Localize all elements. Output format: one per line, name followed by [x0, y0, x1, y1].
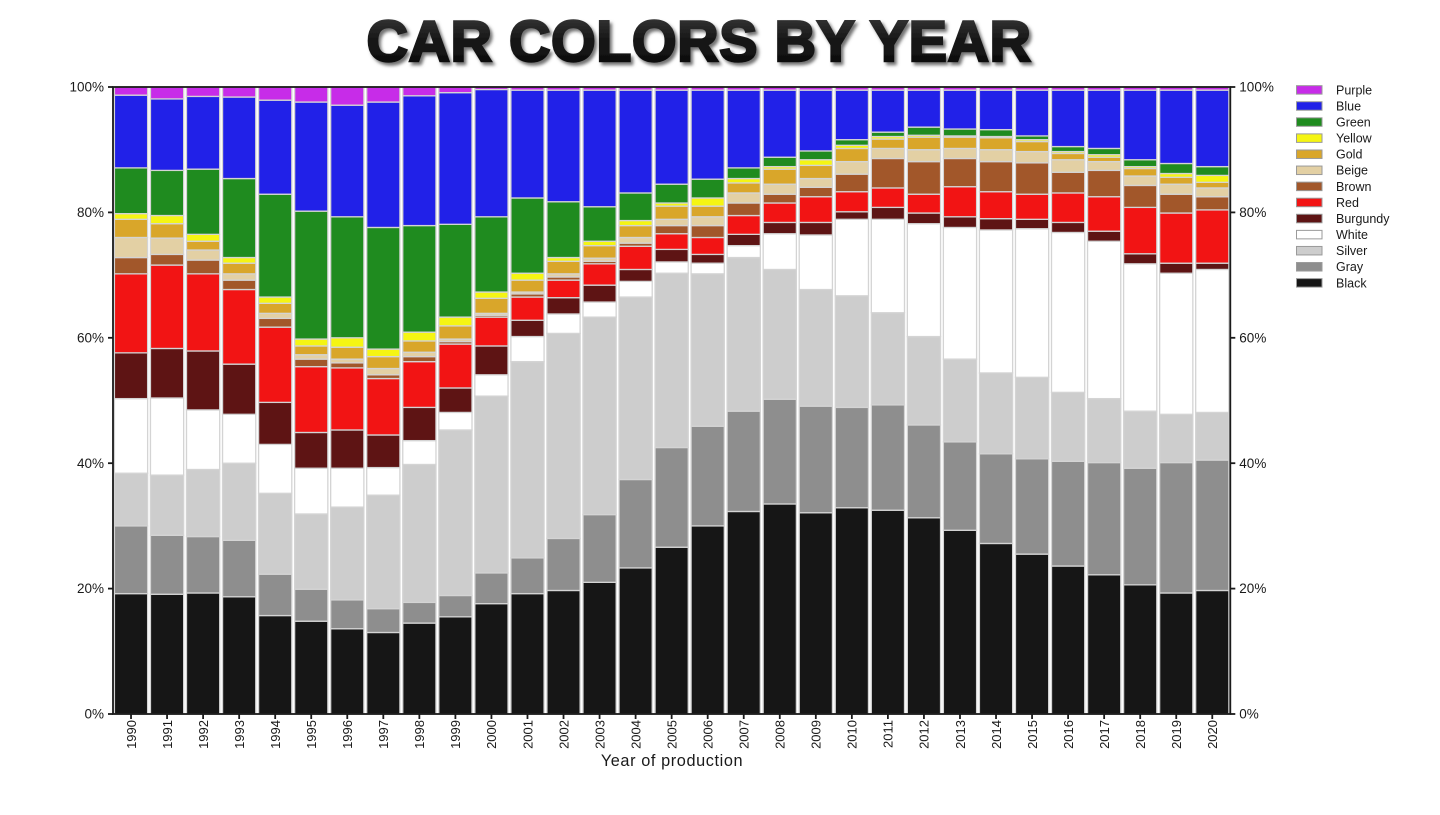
svg-text:2001: 2001 [520, 720, 535, 749]
svg-text:2005: 2005 [664, 720, 679, 749]
svg-text:Black: Black [1336, 276, 1367, 290]
svg-text:2006: 2006 [700, 720, 715, 749]
svg-text:1999: 1999 [448, 720, 463, 749]
svg-text:2017: 2017 [1097, 720, 1112, 749]
svg-text:2018: 2018 [1133, 720, 1148, 749]
svg-text:Yellow: Yellow [1336, 132, 1373, 146]
svg-text:1992: 1992 [196, 720, 211, 749]
svg-text:2003: 2003 [592, 720, 607, 749]
svg-text:2009: 2009 [809, 720, 824, 749]
svg-text:2004: 2004 [628, 720, 643, 749]
svg-text:White: White [1336, 228, 1368, 242]
svg-text:2011: 2011 [881, 720, 896, 748]
svg-text:Year of production: Year of production [601, 752, 743, 770]
svg-text:80%: 80% [1239, 205, 1266, 220]
svg-text:80%: 80% [77, 205, 104, 220]
svg-text:2013: 2013 [953, 720, 968, 749]
svg-text:Purple: Purple [1336, 83, 1372, 97]
svg-text:1996: 1996 [340, 720, 355, 749]
svg-text:2007: 2007 [737, 720, 752, 749]
svg-text:1995: 1995 [304, 720, 319, 749]
svg-text:2014: 2014 [989, 720, 1004, 749]
svg-text:2016: 2016 [1061, 720, 1076, 749]
svg-text:40%: 40% [77, 456, 104, 471]
svg-text:2012: 2012 [917, 720, 932, 749]
svg-text:CAR COLORS BY YEAR: CAR COLORS BY YEAR [366, 10, 1031, 74]
svg-text:Red: Red [1336, 196, 1359, 210]
svg-text:0%: 0% [1239, 707, 1259, 722]
svg-text:2015: 2015 [1025, 720, 1040, 749]
svg-text:60%: 60% [1239, 330, 1266, 345]
svg-text:40%: 40% [1239, 456, 1266, 471]
svg-text:Brown: Brown [1336, 180, 1371, 194]
svg-text:0%: 0% [84, 707, 104, 722]
svg-text:2002: 2002 [556, 720, 571, 749]
svg-text:2020: 2020 [1205, 720, 1220, 749]
svg-text:1997: 1997 [376, 720, 391, 749]
svg-text:100%: 100% [69, 80, 104, 95]
svg-text:100%: 100% [1239, 80, 1274, 95]
svg-text:1993: 1993 [232, 720, 247, 749]
svg-text:20%: 20% [1239, 581, 1266, 596]
svg-text:2019: 2019 [1169, 720, 1184, 749]
svg-text:2010: 2010 [845, 720, 860, 749]
svg-text:Silver: Silver [1336, 244, 1367, 258]
svg-text:Green: Green [1336, 115, 1371, 129]
svg-text:1991: 1991 [160, 720, 175, 749]
svg-text:1990: 1990 [124, 720, 139, 749]
svg-text:60%: 60% [77, 330, 104, 345]
svg-text:1998: 1998 [412, 720, 427, 749]
svg-text:1994: 1994 [268, 720, 283, 749]
svg-text:Beige: Beige [1336, 164, 1368, 178]
svg-text:Gold: Gold [1336, 148, 1362, 162]
svg-text:2000: 2000 [484, 720, 499, 749]
svg-text:Burgundy: Burgundy [1336, 212, 1390, 226]
svg-text:Gray: Gray [1336, 260, 1364, 274]
svg-text:Blue: Blue [1336, 99, 1361, 113]
svg-text:2008: 2008 [773, 720, 788, 749]
svg-text:20%: 20% [77, 581, 104, 596]
